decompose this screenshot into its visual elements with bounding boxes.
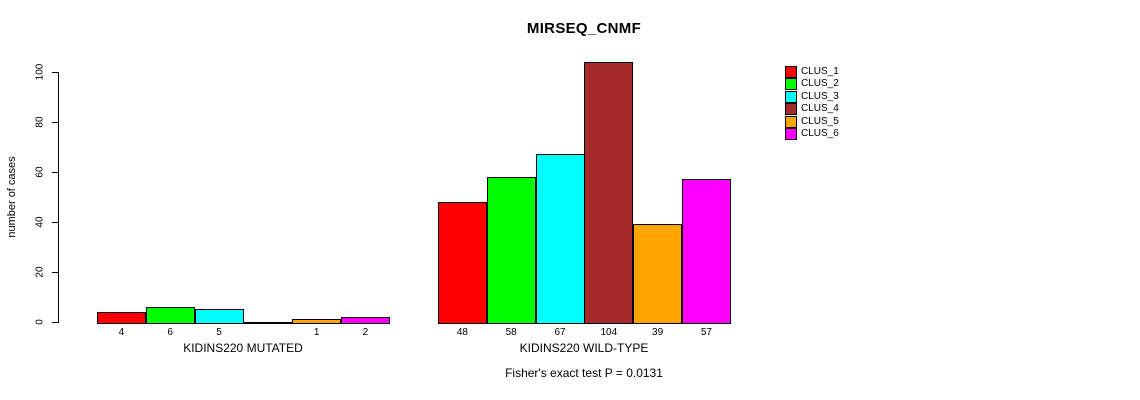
legend-swatch-clus_4 [785, 103, 797, 116]
bar-clus_1-group2 [438, 202, 487, 324]
y-tick-mark [52, 322, 58, 323]
bar-clus_2-group1 [146, 307, 195, 324]
y-tick-label: 0 [34, 319, 46, 325]
bar-clus_4-group2 [584, 62, 633, 324]
legend-swatch-clus_3 [785, 90, 797, 103]
bar-value-label: 67 [554, 327, 566, 338]
y-axis-title-text: number of cases [6, 156, 18, 238]
bar-value-label: 57 [700, 327, 712, 338]
y-tick-label: 100 [34, 63, 46, 81]
chart-title: MIRSEQ_CNMF [526, 20, 642, 37]
y-tick-mark [52, 172, 58, 173]
bar-value-label: 58 [505, 327, 517, 338]
y-tick-label: 60 [34, 166, 46, 178]
bar-value-label: 104 [600, 327, 618, 338]
bar-clus_3-group1 [195, 309, 244, 324]
bar-value-label: 48 [456, 327, 468, 338]
bar-clus_3-group2 [536, 154, 585, 324]
legend-label: CLUS_6 [801, 128, 839, 139]
legend-label: CLUS_4 [801, 103, 839, 115]
legend-label: CLUS_5 [801, 115, 839, 127]
legend-label: CLUS_1 [801, 66, 839, 77]
y-tick-mark [52, 222, 58, 223]
bar-value-label: 39 [652, 327, 664, 338]
y-axis-line [58, 72, 59, 323]
y-tick-label: 40 [34, 216, 46, 228]
legend-label: CLUS_3 [801, 90, 839, 102]
group-label-wildtype: KIDINS220 WILD-TYPE [519, 341, 649, 355]
y-tick-label: 20 [34, 266, 46, 278]
bar-clus_2-group2 [487, 177, 536, 324]
group-label-mutated: KIDINS220 MUTATED [183, 341, 303, 355]
legend-swatch-clus_2 [785, 78, 797, 91]
bar-value-label: 1 [313, 327, 320, 338]
bar-value-label: 5 [216, 327, 222, 338]
bar-clus_5-group2 [633, 224, 682, 324]
fisher-test-annotation: Fisher's exact test P = 0.0131 [505, 366, 663, 380]
legend-swatch-clus_5 [785, 115, 797, 128]
bar-value-label: 6 [167, 327, 173, 338]
y-tick-mark [52, 122, 58, 123]
bar-value-label: 4 [118, 327, 125, 338]
bar-clus_5-group1 [292, 319, 341, 324]
y-tick-label: 80 [34, 116, 46, 128]
bar-clus_6-group2 [682, 179, 731, 324]
legend-swatch-clus_1 [785, 66, 797, 78]
legend-swatch-clus_6 [785, 128, 797, 140]
bar-clus_4-group1 [243, 322, 292, 324]
bar-clus_1-group1 [97, 312, 146, 324]
bar-value-label: 2 [362, 327, 369, 338]
y-tick-mark [52, 272, 58, 273]
legend-label: CLUS_2 [801, 78, 839, 90]
y-tick-mark [52, 72, 58, 73]
bar-clus_6-group1 [341, 317, 390, 324]
